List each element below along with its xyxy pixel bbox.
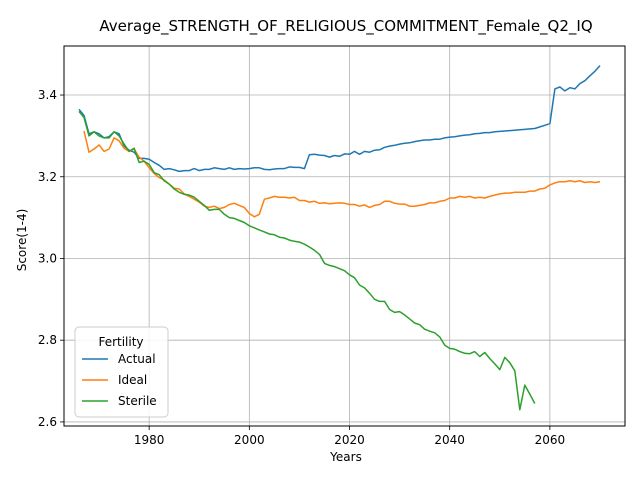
- legend-title: Fertility: [98, 335, 143, 349]
- x-axis: 1980 2000 2020 2040 2060: [134, 426, 565, 447]
- chart-title: Average_STRENGTH_OF_RELIGIOUS_COMMITMENT…: [99, 17, 592, 36]
- legend: Fertility Actual Ideal Sterile: [74, 326, 169, 418]
- legend-label-actual: Actual: [118, 352, 156, 366]
- x-tick-label: 2040: [434, 433, 465, 447]
- y-tick-label: 2.8: [38, 333, 57, 347]
- series-layer: [78, 65, 601, 411]
- y-tick-label: 3.4: [38, 88, 57, 102]
- series-line-sterile: [78, 110, 536, 411]
- legend-box: [74, 326, 169, 418]
- y-tick-label: 3.0: [38, 251, 57, 265]
- x-tick-label: 2020: [334, 433, 365, 447]
- y-tick-label: 2.6: [38, 415, 57, 429]
- x-axis-label: Years: [329, 450, 362, 464]
- x-tick-label: 2060: [535, 433, 566, 447]
- x-tick-label: 2000: [234, 433, 265, 447]
- y-axis: 2.6 2.8 3.0 3.2 3.4: [38, 88, 64, 429]
- series-line-actual: [78, 65, 601, 173]
- y-axis-label: Score(1-4): [15, 209, 29, 272]
- plot-frame: [63, 45, 626, 427]
- legend-label-ideal: Ideal: [118, 373, 147, 387]
- legend-label-sterile: Sterile: [118, 394, 157, 408]
- x-tick-label: 1980: [134, 433, 165, 447]
- y-tick-label: 3.2: [38, 170, 57, 184]
